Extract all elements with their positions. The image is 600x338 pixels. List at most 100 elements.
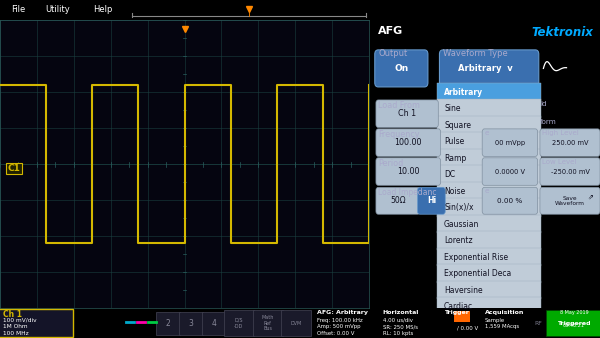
Text: AFG: Arbitrary: AFG: Arbitrary [317, 310, 368, 315]
Text: 250.00 mV: 250.00 mV [552, 140, 588, 146]
FancyBboxPatch shape [482, 187, 538, 214]
Text: Sin(x)/x: Sin(x)/x [444, 203, 473, 212]
Text: ⇗: ⇗ [588, 194, 593, 200]
Text: DC: DC [444, 170, 455, 179]
Text: Period: Period [378, 159, 403, 168]
FancyBboxPatch shape [376, 100, 438, 127]
FancyBboxPatch shape [0, 309, 73, 337]
Text: Load From: Load From [378, 101, 420, 111]
Text: / 0.00 V: / 0.00 V [457, 325, 478, 330]
Text: 100 mV/div: 100 mV/div [3, 317, 37, 322]
FancyBboxPatch shape [437, 248, 541, 266]
FancyBboxPatch shape [281, 310, 311, 336]
Text: 0.00 %: 0.00 % [497, 198, 523, 204]
Text: ld: ld [540, 101, 547, 107]
Text: 2: 2 [166, 319, 170, 328]
FancyBboxPatch shape [482, 158, 538, 185]
Text: RL: 10 kpts: RL: 10 kpts [383, 331, 413, 336]
Text: Tektronix: Tektronix [531, 26, 593, 39]
Text: Load Impedanc: Load Impedanc [378, 188, 437, 197]
Text: Sine: Sine [444, 104, 461, 113]
FancyBboxPatch shape [540, 187, 600, 214]
Text: Utility: Utility [45, 5, 70, 14]
FancyBboxPatch shape [437, 198, 541, 217]
Text: AFG: AFG [378, 26, 403, 36]
Text: 8 May 2019: 8 May 2019 [560, 310, 588, 315]
Text: 3: 3 [188, 319, 193, 328]
Text: form: form [540, 119, 557, 125]
FancyBboxPatch shape [156, 312, 180, 335]
FancyBboxPatch shape [437, 231, 541, 250]
Text: Gaussian: Gaussian [444, 220, 479, 229]
FancyBboxPatch shape [437, 215, 541, 233]
Text: Hi: Hi [427, 196, 436, 206]
FancyBboxPatch shape [376, 187, 420, 214]
Text: 1,559 MAcqs: 1,559 MAcqs [485, 324, 519, 329]
Text: 08:45:21: 08:45:21 [563, 322, 585, 328]
FancyBboxPatch shape [540, 158, 600, 185]
Text: Help: Help [93, 5, 112, 14]
Text: Ch 1: Ch 1 [398, 109, 416, 118]
Text: 1M Ohm: 1M Ohm [3, 324, 28, 329]
Text: Frequency: Frequency [378, 130, 420, 139]
FancyBboxPatch shape [179, 312, 203, 335]
FancyBboxPatch shape [439, 50, 539, 87]
Text: High Level: High Level [542, 130, 579, 136]
Text: D/S
-DD: D/S -DD [234, 318, 244, 329]
Text: Exponential Rise: Exponential Rise [444, 253, 508, 262]
FancyBboxPatch shape [437, 132, 541, 151]
Text: Haversine: Haversine [444, 286, 482, 295]
Text: -250.00 mV: -250.00 mV [551, 169, 589, 175]
Text: File: File [11, 5, 25, 14]
Text: Math
Ref
Bus: Math Ref Bus [262, 315, 274, 332]
FancyBboxPatch shape [454, 311, 470, 322]
Text: Waveform Type: Waveform Type [443, 49, 508, 58]
Text: Square: Square [444, 121, 471, 130]
Text: RF: RF [534, 321, 542, 325]
FancyBboxPatch shape [376, 129, 440, 156]
Text: Arbitrary  v: Arbitrary v [458, 64, 513, 73]
FancyBboxPatch shape [437, 83, 541, 101]
Text: Exponential Deca: Exponential Deca [444, 269, 511, 278]
Text: 100 MHz: 100 MHz [3, 331, 29, 336]
Text: Save
Waveform: Save Waveform [555, 195, 585, 206]
Text: Triggered: Triggered [557, 321, 590, 325]
Text: Trigger: Trigger [444, 310, 469, 315]
Text: Acquisition: Acquisition [485, 310, 524, 315]
Text: Output: Output [378, 49, 407, 58]
FancyBboxPatch shape [546, 310, 600, 336]
Text: Amp: 500 mVpp: Amp: 500 mVpp [317, 324, 360, 329]
Text: Low Level: Low Level [542, 159, 577, 165]
Text: On: On [394, 64, 409, 73]
FancyBboxPatch shape [437, 99, 541, 118]
Text: Ch 1: Ch 1 [3, 310, 22, 319]
Text: Freq: 100.00 kHz: Freq: 100.00 kHz [317, 318, 362, 323]
FancyBboxPatch shape [376, 158, 440, 185]
FancyBboxPatch shape [253, 310, 283, 336]
Text: e: e [485, 188, 489, 194]
FancyBboxPatch shape [437, 165, 541, 184]
FancyBboxPatch shape [375, 50, 428, 87]
Text: Horizontal: Horizontal [383, 310, 419, 315]
Text: Ramp: Ramp [444, 154, 466, 163]
FancyBboxPatch shape [437, 149, 541, 167]
FancyBboxPatch shape [437, 297, 541, 316]
FancyBboxPatch shape [224, 310, 254, 336]
Text: 0.0000 V: 0.0000 V [495, 169, 525, 175]
Text: Sample: Sample [485, 318, 505, 323]
Text: Arbitrary: Arbitrary [444, 88, 483, 97]
FancyBboxPatch shape [540, 129, 600, 156]
Text: Noise: Noise [444, 187, 466, 196]
Text: Pulse: Pulse [444, 137, 464, 146]
FancyBboxPatch shape [437, 281, 541, 299]
FancyBboxPatch shape [418, 187, 445, 214]
Text: 00 mVpp: 00 mVpp [495, 140, 525, 146]
Text: 4: 4 [211, 319, 216, 328]
Text: 50Ω: 50Ω [390, 196, 406, 206]
FancyBboxPatch shape [482, 129, 538, 156]
FancyBboxPatch shape [437, 264, 541, 283]
Text: C1: C1 [7, 164, 20, 173]
Text: e: e [485, 130, 489, 136]
Text: 10.00: 10.00 [397, 167, 419, 176]
FancyBboxPatch shape [437, 116, 541, 135]
